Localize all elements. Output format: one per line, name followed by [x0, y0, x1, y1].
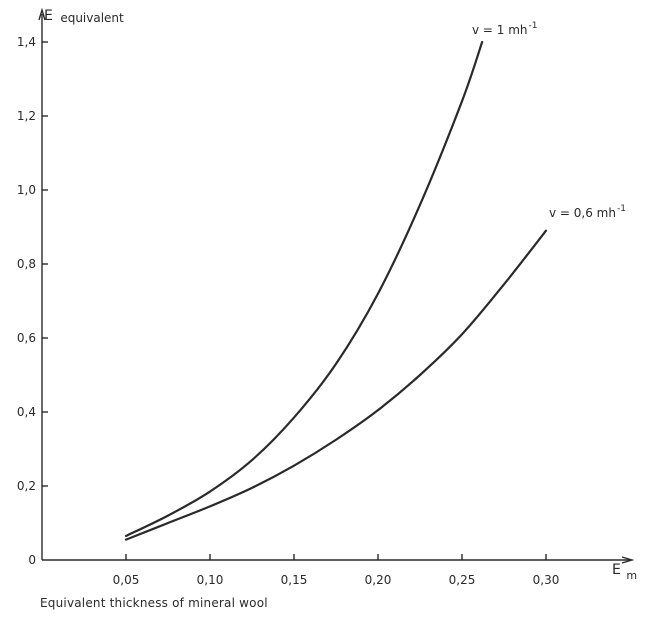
y-tick-label: 0,4 — [17, 405, 36, 419]
y-tick-label: 0,8 — [17, 257, 36, 271]
series-line-1 — [124, 40, 484, 538]
y-tick-label: 0,6 — [17, 331, 36, 345]
series-label-superscript: -1 — [617, 204, 626, 214]
x-axis-title: E m — [612, 562, 637, 582]
x-tick-label: 0,15 — [281, 573, 308, 587]
x-axis-arrow — [621, 556, 635, 564]
x-tick-label: 0,10 — [197, 573, 224, 587]
x-tick-label: 0,30 — [533, 573, 560, 587]
y-tick-label: 0,2 — [17, 479, 36, 493]
x-tick-label: 0,05 — [113, 573, 140, 587]
y-axis-arrow — [38, 7, 46, 21]
series-label-superscript: -1 — [529, 21, 538, 31]
axes — [38, 7, 635, 564]
series-label-2: v = 0,6 mh-1 — [549, 204, 626, 220]
y-axis-title-main: E — [44, 8, 53, 24]
x-tick-label: 0,20 — [365, 573, 392, 587]
y-tick-label: 1,4 — [17, 35, 36, 49]
series-labels: v = 1 mh-1v = 0,6 mh-1 — [472, 21, 626, 220]
y-axis-title-sub: equivalent — [60, 11, 124, 25]
x-axis-title-sub: m — [626, 569, 637, 582]
y-tick-label: 0 — [28, 553, 36, 567]
y-axis-title: E equivalent — [44, 8, 124, 25]
curves — [124, 40, 548, 541]
figure-caption: Equivalent thickness of mineral wool — [40, 596, 268, 610]
y-tick-label: 1,0 — [17, 183, 36, 197]
series-line-2 — [124, 229, 548, 541]
series-label-1: v = 1 mh-1 — [472, 21, 538, 37]
series-label-text: v = 0,6 mh — [549, 206, 616, 220]
ticks: 0 0,2 0,4 0,6 0,8 1,0 1,2 1,4 0,05 0,10 0,15 0,20 0,… — [17, 35, 559, 587]
series-label-text: v = 1 mh — [472, 23, 528, 37]
x-tick-label: 0,25 — [449, 573, 476, 587]
x-axis-title-main: E — [612, 562, 621, 578]
y-tick-label: 1,2 — [17, 109, 36, 123]
